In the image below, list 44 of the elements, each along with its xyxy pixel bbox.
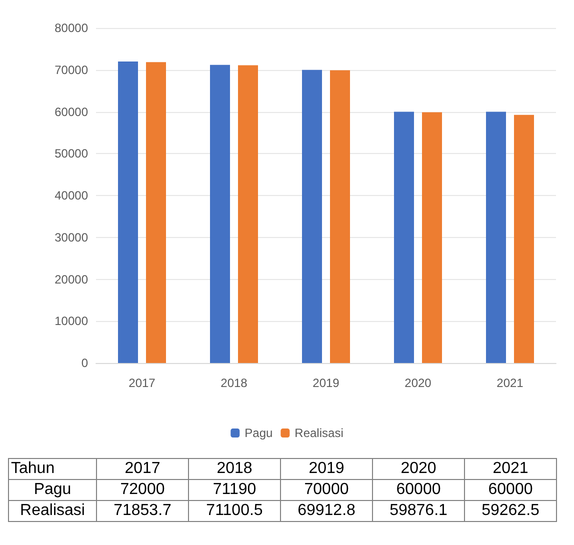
bar xyxy=(302,70,322,363)
legend-label: Realisasi xyxy=(294,426,344,440)
bar xyxy=(422,112,442,363)
x-tick-label: 2021 xyxy=(496,376,524,390)
y-tick-label: 10000 xyxy=(54,314,88,328)
text: Realisasi xyxy=(20,502,85,519)
category-label: 2020 xyxy=(400,460,436,477)
y-tick-label: 80000 xyxy=(54,21,88,35)
bar xyxy=(514,114,534,363)
x-axis-title: Tahun xyxy=(8,458,96,480)
category-label: 2021 xyxy=(492,460,528,477)
bar xyxy=(210,64,230,363)
y-tick-label: 50000 xyxy=(54,146,88,161)
data-label: 71853.7 xyxy=(96,500,188,522)
data-label: 71100.5 xyxy=(188,500,280,522)
bar xyxy=(146,62,166,363)
data-label: 59876.1 xyxy=(372,500,464,522)
category-label: 2019 xyxy=(308,460,344,477)
bar xyxy=(486,112,506,363)
category-label: 2018 xyxy=(216,460,252,477)
x-tick-label: 2019 xyxy=(312,376,340,390)
y-tick-label: 70000 xyxy=(54,62,88,77)
data-label: 71190 xyxy=(188,480,280,500)
y-tick-label: 20000 xyxy=(54,272,88,286)
y-tick-label: 60000 xyxy=(54,104,88,119)
data-label: 60000 xyxy=(372,480,464,500)
data-label: 70000 xyxy=(280,480,372,500)
x-tick-label: 2017 xyxy=(128,376,156,390)
data-label: 60000 xyxy=(464,480,556,500)
bar xyxy=(118,62,138,363)
bar xyxy=(238,65,258,363)
data-label: 59262.5 xyxy=(464,500,556,522)
data-label: 72000 xyxy=(96,480,188,500)
y-tick-label: 40000 xyxy=(54,188,88,202)
bar xyxy=(330,70,350,363)
data-label: 69912.8 xyxy=(280,500,372,522)
bar xyxy=(394,112,414,363)
text: Pagu xyxy=(34,481,72,498)
legend-label: Pagu xyxy=(244,426,273,440)
y-tick-label: 0 xyxy=(81,356,88,370)
x-tick-label: 2020 xyxy=(404,376,432,390)
y-tick-label: 30000 xyxy=(54,230,88,244)
x-tick-label: 2018 xyxy=(220,376,248,390)
category-label: 2017 xyxy=(124,460,160,477)
